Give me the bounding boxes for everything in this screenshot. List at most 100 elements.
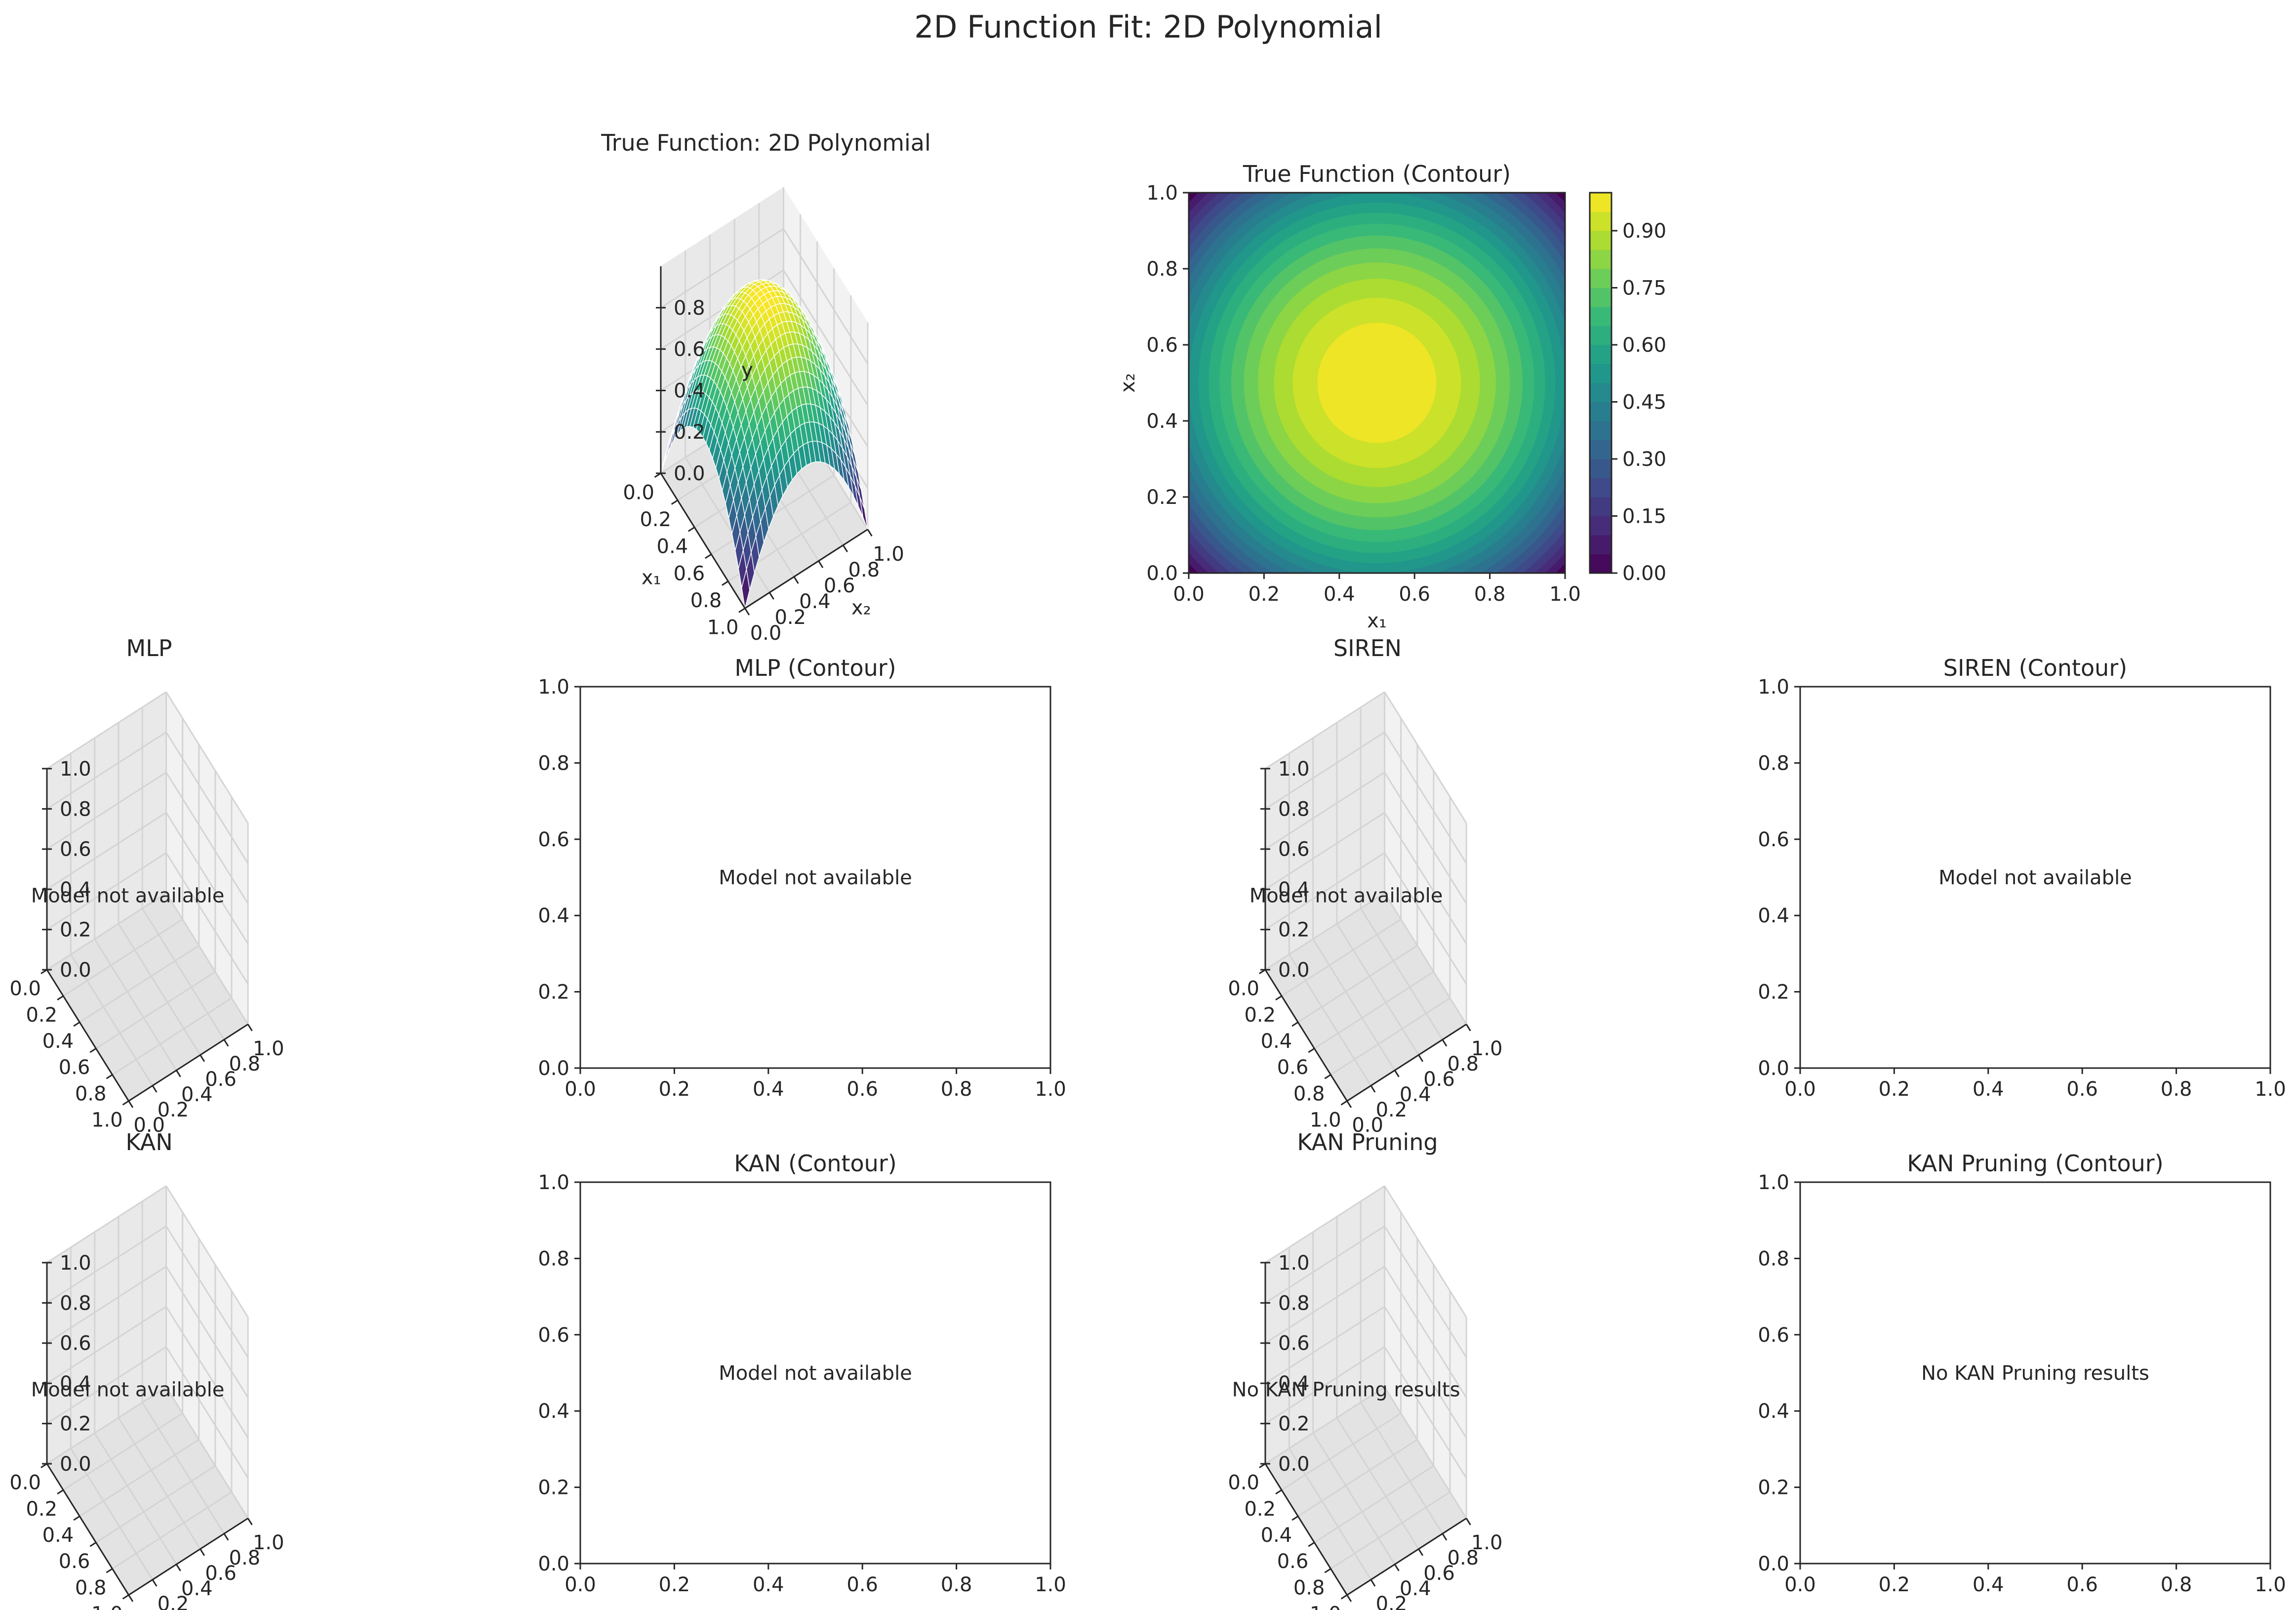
siren3d-grid-left-z <box>1265 772 1385 850</box>
mlpcontour-y-tick-label: 0.0 <box>538 1057 569 1080</box>
kanprune3d-grid-back-z <box>1384 1226 1467 1358</box>
mlpcontour-x-tick-label: 1.0 <box>1035 1078 1066 1101</box>
true3d-y-axis-line <box>744 529 868 609</box>
mlp3d-grid-floor-x <box>79 945 200 1023</box>
truecontour-x-tick-label: 0.6 <box>1399 583 1430 606</box>
kanprune3d-message: No KAN Pruning results <box>1232 1379 1460 1402</box>
siren3d-y-tick <box>1394 1070 1400 1077</box>
mlp3d-x-tick-label: 0.4 <box>42 1030 74 1053</box>
kanprune3d-x-tick-label: 0.2 <box>1244 1498 1276 1521</box>
kanprunecontour-frame <box>1799 1181 2271 1565</box>
siren3d-x-tick-label: 0.8 <box>1293 1082 1325 1105</box>
truecontour-colorbar-band <box>1590 364 1611 383</box>
kancontour-x-tick-label: 0.8 <box>941 1573 972 1596</box>
true3d-y-tick <box>867 529 873 537</box>
kanprune3d-x-tick-label: 1.0 <box>1310 1603 1341 1610</box>
true3d-x-tick-label: 0.2 <box>640 508 671 531</box>
kan3d-y-tick <box>223 1533 229 1541</box>
truecontour-x-tick-label: 0.4 <box>1324 583 1355 606</box>
kanprune3d-grid-floor-y <box>1360 1402 1444 1534</box>
kanprune3d-y-tick-label: 0.8 <box>1448 1547 1479 1569</box>
kan3d-x-tick-label: 1.0 <box>91 1603 123 1610</box>
mlp3d-y-axis-line <box>128 1024 248 1102</box>
mlp3d-y-tick <box>200 1054 205 1062</box>
kan3d-x-tick-label: 0.6 <box>59 1550 90 1573</box>
siren3d-grid-left-z <box>1265 852 1385 930</box>
mlpcontour-x-tick-label: 0.8 <box>941 1078 972 1101</box>
true3d-grid-back-z <box>783 270 869 406</box>
true3d-x-axis-line <box>660 473 746 609</box>
sirencontour-x-tick-label: 0.2 <box>1879 1078 1910 1101</box>
kanprunecontour-x-tick-label: 0.6 <box>2066 1573 2098 1596</box>
truecontour-colorbar-band <box>1590 497 1611 516</box>
truecontour-x-tick-label: 0.2 <box>1249 583 1280 606</box>
kan3d-y-tick-label: 0.4 <box>181 1577 213 1600</box>
siren3d-grid-left-z <box>1265 812 1385 890</box>
siren3d-axes <box>1259 691 1471 1108</box>
kan3d-x-tick-label: 0.8 <box>75 1576 107 1599</box>
true3d-z-axis-label: y <box>741 359 753 382</box>
truecontour-colorbar-band <box>1590 345 1611 364</box>
true3d-title: True Function: 2D Polynomial <box>601 129 931 156</box>
siren3d-grid-floor-x <box>1330 997 1450 1075</box>
truecontour-axes <box>1183 192 1617 579</box>
mlpcontour-message: Model not available <box>719 867 912 889</box>
true3d-surface <box>660 279 868 609</box>
kancontour-y-tick-label: 0.0 <box>538 1553 569 1575</box>
mlp3d-x-tick-label: 0.6 <box>59 1056 90 1079</box>
kanprune3d-y-tick-label: 1.0 <box>1471 1531 1503 1554</box>
kan3d-y-tick <box>152 1579 158 1587</box>
kan3d-x-tick <box>122 1594 129 1600</box>
kan3d-grid-floor-y <box>118 1417 201 1550</box>
mlp3d-grid-floor-y <box>118 923 201 1056</box>
mlp3d-grid-left-z <box>46 852 167 930</box>
kanprune3d-y-tick <box>1465 1518 1471 1526</box>
siren3d-grid-back-z <box>1384 772 1467 904</box>
kanprune3d-grid-back-z <box>1384 1346 1467 1479</box>
sirencontour-y-tick-label: 0.6 <box>1758 828 1789 851</box>
truecontour-colorbar-band <box>1590 193 1611 212</box>
truecontour-colorbar-band <box>1590 478 1611 497</box>
kanprune3d-grid-left-z <box>1265 1346 1385 1424</box>
truecontour-colorbar <box>1589 192 1617 574</box>
mlpcontour-y-tick-label: 0.2 <box>538 981 569 1004</box>
kanprune3d-y-tick-label: 0.2 <box>1376 1593 1408 1610</box>
mlpcontour-x-tick-label: 0.4 <box>753 1078 784 1101</box>
mlp3d-title: MLP <box>126 635 172 661</box>
kanprune3d-y-tick <box>1442 1533 1448 1541</box>
sirencontour-axes <box>1794 686 2271 1074</box>
sirencontour-frame <box>1799 686 2271 1069</box>
kanprunecontour-y-tick-label: 1.0 <box>1758 1171 1789 1194</box>
kan3d-y-tick <box>247 1518 253 1526</box>
kancontour-y-tick-label: 1.0 <box>538 1171 569 1194</box>
true3d-x-tick-label: 1.0 <box>707 617 739 639</box>
kan3d-grid-floor-x <box>112 1491 232 1569</box>
kanprune3d-x-tick-label: 0.0 <box>1228 1472 1259 1494</box>
true3d-x-tick <box>687 527 695 532</box>
truecontour-colorbar-tick-label: 0.15 <box>1622 505 1666 528</box>
truecontour-colorbar-band <box>1590 440 1611 459</box>
mlp3d-y-tick-label: 0.4 <box>181 1083 213 1106</box>
kanprune3d-title: KAN Pruning <box>1297 1129 1438 1156</box>
mlp3d-y-tick-label: 0.6 <box>205 1068 237 1091</box>
siren3d-title: SIREN <box>1333 635 1402 661</box>
kanprunecontour-message: No KAN Pruning results <box>1921 1362 2149 1385</box>
sirencontour-y-tick-label: 0.4 <box>1758 905 1789 927</box>
truecontour-title: True Function (Contour) <box>1243 161 1511 187</box>
kanprune3d-x-tick <box>1275 1489 1282 1495</box>
siren3d-x-tick-label: 0.4 <box>1261 1030 1292 1053</box>
siren3d-y-tick-label: 1.0 <box>1471 1037 1503 1060</box>
kan3d-grid-left-z <box>46 1346 167 1424</box>
kancontour-y-tick-label: 0.4 <box>538 1400 569 1423</box>
mlp3d-x-tick-label: 0.2 <box>26 1004 57 1027</box>
siren3d-message: Model not available <box>1249 885 1443 908</box>
true3d-grid-left-z <box>660 228 784 309</box>
siren3d-x-tick-label: 0.6 <box>1277 1056 1309 1079</box>
mlpcontour-x-tick-label: 0.2 <box>659 1078 690 1101</box>
kanprune3d-x-axis-line <box>1264 1463 1348 1596</box>
mlp3d-z-tick-label: 0.2 <box>60 919 91 942</box>
true3d-y-tick-label: 0.2 <box>774 606 806 629</box>
kan3d-grid-back-z <box>165 1226 249 1358</box>
mlp3d-z-tick-label: 0.0 <box>60 959 91 982</box>
mlp3d-grid-floor-x <box>112 997 232 1075</box>
